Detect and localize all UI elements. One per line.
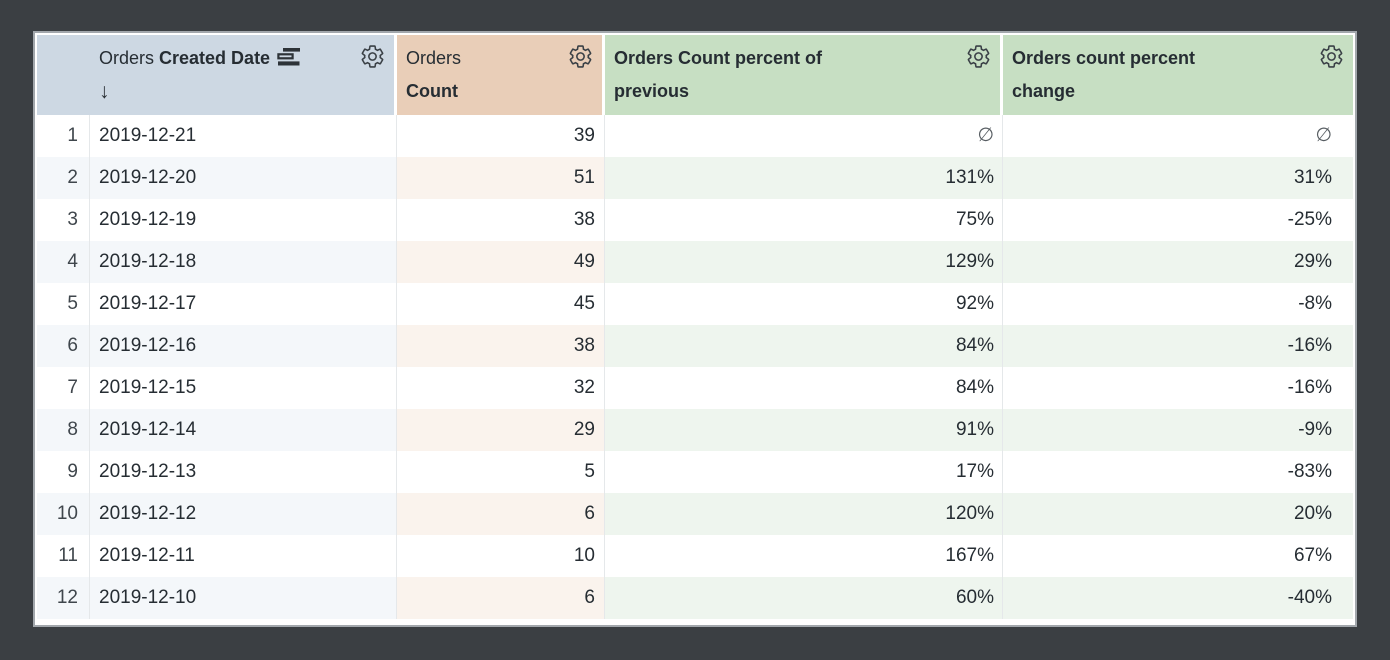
cell-created-date[interactable]: 2019-12-21: [90, 115, 397, 157]
column-header-orders-created-date[interactable]: Orders Created Date ↓: [90, 35, 397, 115]
cell-orders-count[interactable]: 10: [397, 535, 605, 577]
cell-percent-of-previous: 60%: [605, 577, 1003, 619]
column-header-percent-of-previous[interactable]: Orders Count percent of previous: [605, 35, 1003, 115]
row-number: 8: [37, 409, 90, 451]
cell-created-date[interactable]: 2019-12-20: [90, 157, 397, 199]
cell-orders-count[interactable]: 6: [397, 493, 605, 535]
row-number: 1: [37, 115, 90, 157]
cell-orders-count[interactable]: 29: [397, 409, 605, 451]
cell-created-date[interactable]: 2019-12-11: [90, 535, 397, 577]
cell-percent-change: 67%: [1293, 545, 1332, 566]
cell-percent-change: -40%: [1003, 577, 1353, 619]
row-number: 5: [37, 283, 90, 325]
table-row: 8 2019-12-14 29 91% -9%: [37, 409, 1353, 451]
cell-percent-of-previous: 17%: [605, 451, 1003, 493]
cell-orders-count[interactable]: 32: [397, 367, 605, 409]
row-number: 6: [37, 325, 90, 367]
cell-percent-of-previous: 84%: [605, 367, 1003, 409]
cell-created-date[interactable]: 2019-12-19: [90, 199, 397, 241]
cell-created-date[interactable]: 2019-12-14: [90, 409, 397, 451]
cell-percent-change: -83%: [1287, 461, 1332, 482]
cell-created-date[interactable]: 2019-12-16: [90, 325, 397, 367]
calc-label: Orders Count percent of previous: [614, 48, 823, 101]
cell-percent-change: -9%: [1003, 409, 1353, 451]
table-row: 4 2019-12-18 49 129% 29%: [37, 241, 1353, 283]
row-number: 4: [37, 241, 90, 283]
row-number: 10: [37, 493, 90, 535]
cell-created-date[interactable]: 2019-12-15: [90, 367, 397, 409]
column-header-percent-change[interactable]: Orders count percent change: [1003, 35, 1353, 115]
cell-orders-count[interactable]: 5: [397, 451, 605, 493]
cell-percent-of-previous: 167%: [605, 535, 1003, 577]
gear-icon[interactable]: [1319, 44, 1344, 69]
gear-icon[interactable]: [360, 44, 385, 69]
cell-percent-change: 29%: [1003, 241, 1353, 283]
cell-created-date[interactable]: 2019-12-17: [90, 283, 397, 325]
cell-percent-of-previous: 92%: [605, 283, 1003, 325]
calc-label: Orders count percent change: [1012, 48, 1196, 101]
row-number: 3: [37, 199, 90, 241]
table-row: 12 2019-12-10 6 60% -40%: [37, 577, 1353, 619]
cell-orders-count[interactable]: 38: [397, 199, 605, 241]
cell-created-date[interactable]: 2019-12-10: [90, 577, 397, 619]
row-number: 2: [37, 157, 90, 199]
view-label: Orders: [406, 48, 462, 68]
table-row: 1 2019-12-21 39 ∅ ∅: [37, 115, 1353, 157]
column-header-orders-count[interactable]: Orders Count: [397, 35, 605, 115]
row-number: 12: [37, 577, 90, 619]
cell-percent-change: 20%: [1003, 493, 1353, 535]
row-number: 9: [37, 451, 90, 493]
cell-orders-count[interactable]: 45: [397, 283, 605, 325]
cell-percent-of-previous: 131%: [605, 157, 1003, 199]
cell-percent-of-previous: 75%: [605, 199, 1003, 241]
stacked-bars-icon: [277, 44, 301, 66]
cell-percent-change: 31%: [1003, 157, 1353, 199]
cell-percent-of-previous: 129%: [605, 241, 1003, 283]
cell-percent-change: -16%: [1287, 377, 1332, 398]
cell-orders-count[interactable]: 51: [397, 157, 605, 199]
table-row: 11 2019-12-11 10 167% 67%: [37, 535, 1353, 577]
cell-percent-of-previous: 84%: [605, 325, 1003, 367]
cell-percent-change: -8%: [1298, 293, 1332, 314]
cell-created-date[interactable]: 2019-12-18: [90, 241, 397, 283]
cell-percent-of-previous: 120%: [605, 493, 1003, 535]
cell-orders-count[interactable]: 6: [397, 577, 605, 619]
row-number: 11: [37, 535, 90, 577]
gear-icon[interactable]: [568, 44, 593, 69]
table-row: 5 2019-12-17 45 92% -8%: [37, 283, 1353, 325]
gear-icon[interactable]: [966, 44, 991, 69]
cell-created-date[interactable]: 2019-12-12: [90, 493, 397, 535]
cell-percent-of-previous: ∅: [605, 115, 1003, 157]
table-row: 9 2019-12-13 5 17% -83%: [37, 451, 1353, 493]
cell-percent-change: ∅: [1315, 125, 1332, 146]
column-header-row-number: [37, 35, 93, 115]
cell-orders-count[interactable]: 38: [397, 325, 605, 367]
cell-percent-of-previous: 91%: [605, 409, 1003, 451]
row-number: 7: [37, 367, 90, 409]
cell-orders-count[interactable]: 49: [397, 241, 605, 283]
cell-percent-change: -25%: [1287, 209, 1332, 230]
table-header-row: Orders Created Date ↓ Orders Count: [37, 35, 1353, 115]
cell-created-date[interactable]: 2019-12-13: [90, 451, 397, 493]
table-row: 10 2019-12-12 6 120% 20%: [37, 493, 1353, 535]
view-label: Orders: [99, 48, 155, 68]
table-row: 2 2019-12-20 51 131% 31%: [37, 157, 1353, 199]
sort-desc-arrow-icon: ↓: [99, 80, 110, 103]
field-label: Count: [406, 81, 458, 101]
table-row: 3 2019-12-19 38 75% -25%: [37, 199, 1353, 241]
table-row: 6 2019-12-16 38 84% -16%: [37, 325, 1353, 367]
table-row: 7 2019-12-15 32 84% -16%: [37, 367, 1353, 409]
cell-orders-count[interactable]: 39: [397, 115, 605, 157]
cell-percent-change: -16%: [1003, 325, 1353, 367]
field-label: Created Date: [159, 48, 271, 68]
data-table: Orders Created Date ↓ Orders Count: [33, 31, 1357, 627]
